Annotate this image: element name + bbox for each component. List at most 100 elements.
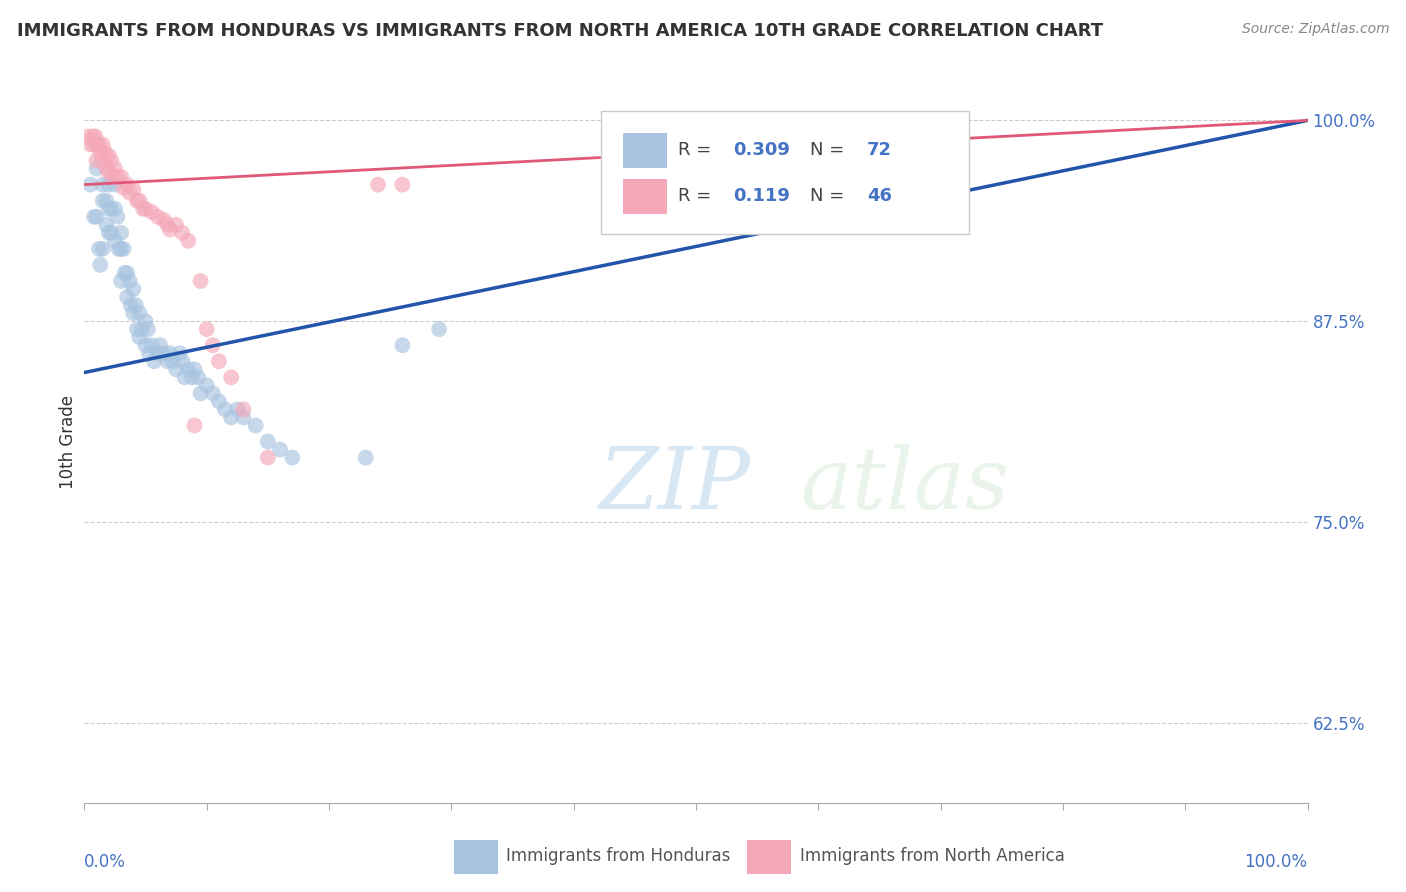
Point <box>427 322 450 336</box>
Point <box>269 442 291 457</box>
Point <box>354 450 377 465</box>
Point <box>104 234 127 248</box>
Point <box>208 354 231 368</box>
Text: Source: ZipAtlas.com: Source: ZipAtlas.com <box>1241 22 1389 37</box>
Point <box>104 178 127 192</box>
Point <box>96 194 118 208</box>
Point <box>101 169 124 184</box>
Point <box>97 178 120 192</box>
Point <box>232 410 254 425</box>
Point <box>110 242 132 256</box>
Point <box>110 274 132 288</box>
Point <box>84 129 107 144</box>
Point <box>132 202 155 216</box>
Point <box>128 194 150 208</box>
Point <box>112 181 135 195</box>
Y-axis label: 10th Grade: 10th Grade <box>59 394 77 489</box>
Point <box>156 218 179 232</box>
Point <box>159 222 181 236</box>
Point <box>100 226 122 240</box>
Point <box>112 242 135 256</box>
Point <box>115 178 138 192</box>
Point <box>141 338 163 352</box>
Point <box>153 346 176 360</box>
Point <box>97 149 120 163</box>
Point <box>91 242 114 256</box>
Point <box>208 394 231 409</box>
Point <box>156 354 179 368</box>
Point <box>125 298 148 312</box>
Point <box>367 178 389 192</box>
Point <box>128 330 150 344</box>
Point <box>183 362 205 376</box>
Point <box>122 182 145 196</box>
Point <box>165 362 187 376</box>
FancyBboxPatch shape <box>454 840 498 873</box>
Point <box>190 274 212 288</box>
Point <box>115 290 138 304</box>
Point <box>135 314 157 328</box>
Point <box>87 242 110 256</box>
Point <box>125 322 148 336</box>
Text: N =: N = <box>810 141 849 159</box>
Point <box>91 137 114 152</box>
Point <box>91 194 114 208</box>
Point <box>110 226 132 240</box>
Point <box>257 450 280 465</box>
Point <box>201 386 224 401</box>
Point <box>128 306 150 320</box>
Text: Immigrants from North America: Immigrants from North America <box>800 847 1064 865</box>
Text: ZIP: ZIP <box>598 443 749 526</box>
Point <box>118 186 141 200</box>
FancyBboxPatch shape <box>748 840 792 873</box>
Point <box>177 362 200 376</box>
Point <box>183 418 205 433</box>
Point <box>391 178 413 192</box>
Point <box>172 354 194 368</box>
Point <box>172 226 194 240</box>
Point <box>114 266 136 280</box>
Point <box>79 178 101 192</box>
Point <box>86 210 108 224</box>
Point <box>245 418 267 433</box>
Point <box>195 378 218 392</box>
Point <box>86 161 108 176</box>
Point <box>104 161 127 176</box>
Point <box>135 338 157 352</box>
Text: IMMIGRANTS FROM HONDURAS VS IMMIGRANTS FROM NORTH AMERICA 10TH GRADE CORRELATION: IMMIGRANTS FROM HONDURAS VS IMMIGRANTS F… <box>17 22 1102 40</box>
Point <box>118 274 141 288</box>
Point <box>125 194 148 208</box>
Point <box>173 370 195 384</box>
Point <box>190 386 212 401</box>
Point <box>122 306 145 320</box>
Point <box>120 298 142 312</box>
Point <box>100 153 122 168</box>
Point <box>96 161 118 176</box>
Point <box>136 322 159 336</box>
Point <box>146 210 169 224</box>
FancyBboxPatch shape <box>623 179 666 214</box>
Text: R =: R = <box>678 187 723 205</box>
Point <box>97 226 120 240</box>
Point <box>79 137 101 152</box>
Point <box>77 129 100 144</box>
Point <box>149 338 172 352</box>
Point <box>165 218 187 232</box>
Point <box>89 145 111 160</box>
Point <box>232 402 254 417</box>
Point <box>138 346 160 360</box>
Text: atlas: atlas <box>800 443 1010 526</box>
Point <box>257 434 280 449</box>
Point <box>391 338 413 352</box>
Point <box>83 210 105 224</box>
Point <box>159 346 181 360</box>
Point <box>100 202 122 216</box>
Point <box>201 338 224 352</box>
Point <box>83 137 105 152</box>
Text: 0.0%: 0.0% <box>84 854 127 871</box>
Point <box>135 202 157 216</box>
Point <box>131 322 153 336</box>
Point <box>82 129 104 144</box>
Text: R =: R = <box>678 141 717 159</box>
Point <box>281 450 304 465</box>
